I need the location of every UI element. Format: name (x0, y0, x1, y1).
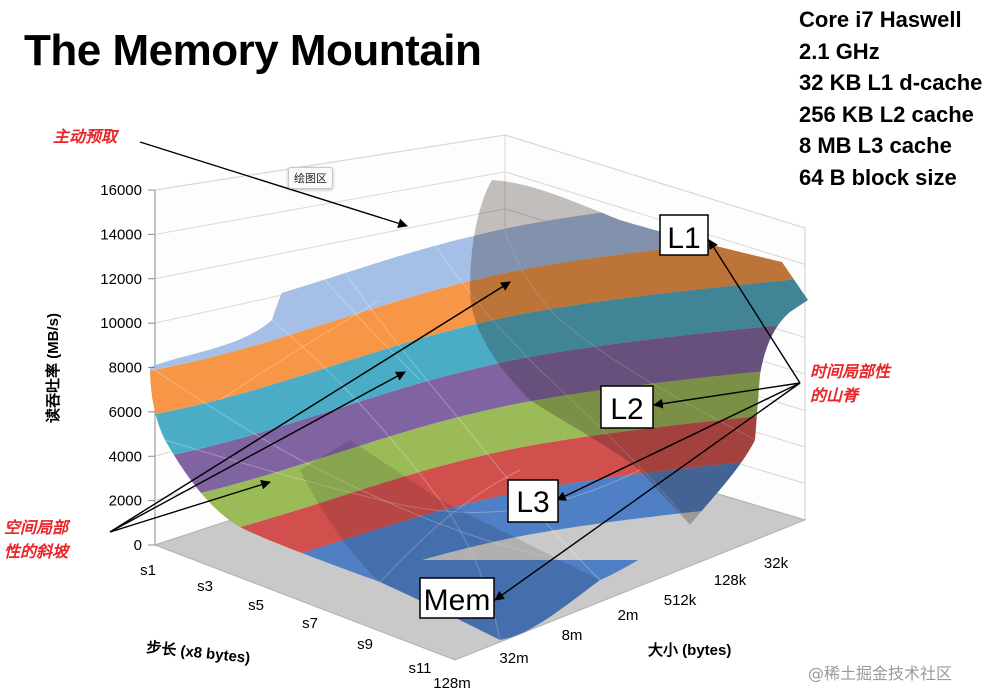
level-label-text: L2 (610, 393, 643, 426)
slide-title: The Memory Mountain (24, 26, 482, 75)
spec-line: 32 KB L1 d-cache (799, 70, 983, 95)
level-label-l3: L3 (507, 479, 559, 523)
watermark: @稀土掘金技术社区 (808, 664, 953, 683)
size-tick: 128m (433, 675, 471, 692)
spatial-annotation-line1: 空间局部 (4, 518, 71, 537)
size-tick: 32k (764, 555, 789, 572)
stride-tick: s5 (248, 597, 264, 614)
level-label-text: Mem (424, 584, 491, 617)
stride-tick: s11 (408, 660, 431, 677)
surface-facet (219, 299, 381, 401)
spatial-annotation-line2: 性的斜坡 (4, 542, 71, 561)
elevation-band (150, 317, 808, 512)
plot-area-tooltip: 绘图区 (288, 167, 333, 189)
level-label-l1: L1 (659, 214, 709, 256)
size-tick: 512k (664, 592, 697, 609)
annotation-arrows (109, 141, 801, 601)
stride-tick: s9 (357, 636, 373, 653)
temporal-annotation-line2: 的山脊 (810, 386, 860, 405)
prefetch-annotation: 主动预取 (53, 127, 120, 146)
size-tick: 8m (562, 627, 583, 644)
stride-axis: s1 s3 s5 s7 s9 s11 (140, 562, 431, 677)
spec-line: Core i7 Haswell (799, 7, 962, 32)
stride-tick: s7 (302, 615, 318, 632)
y-axis: 0 2000 4000 6000 8000 10000 12000 14000 16000 (100, 182, 155, 554)
y-tick: 4000 (109, 448, 142, 465)
level-label-l2: L2 (600, 385, 654, 429)
elevation-band (150, 228, 808, 424)
spec-line: 8 MB L3 cache (799, 133, 952, 158)
grid-line (154, 134, 806, 229)
stride-axis-label: 步长 (x8 bytes) (146, 638, 252, 667)
y-tick: 6000 (109, 404, 142, 421)
level-label-text: L3 (516, 486, 549, 519)
elevation-band (150, 361, 808, 557)
surface-facet (299, 249, 421, 381)
y-tick: 10000 (100, 315, 142, 332)
spec-line: 256 KB L2 cache (799, 101, 974, 127)
level-label-text: L1 (667, 222, 700, 255)
y-axis-label: 读吞吐率 (MB/s) (44, 313, 62, 423)
size-tick: 128k (714, 572, 747, 589)
surface-facet (419, 221, 691, 526)
size-axis-label: 大小 (bytes) (648, 641, 731, 659)
y-tick: 8000 (109, 360, 142, 377)
y-tick: 16000 (100, 182, 142, 199)
y-tick: 14000 (100, 226, 142, 243)
y-tick: 12000 (100, 271, 142, 288)
surface-facet (379, 469, 521, 583)
stride-tick: s1 (140, 562, 156, 579)
surface-facet (324, 239, 601, 581)
temporal-annotation-line1: 时间局部性 (810, 362, 892, 381)
size-axis: 32k 128k 512k 2m 8m 32m 128m (433, 555, 788, 692)
cpu-specs: Core i7 Haswell 2.1 GHz 32 KB L1 d-cache… (799, 4, 982, 193)
y-tick: 2000 (109, 493, 142, 510)
level-label-mem: Mem (419, 577, 495, 619)
front-slope-shadow (300, 440, 600, 640)
surface-facet (491, 180, 756, 441)
ridge-shadow (470, 180, 808, 525)
y-tick: 0 (134, 537, 142, 554)
size-tick: 2m (618, 607, 639, 624)
stride-tick: s3 (197, 578, 213, 595)
surface-facet (150, 366, 561, 561)
spec-line: 64 B block size (799, 164, 957, 190)
spec-line: 2.1 GHz (799, 38, 880, 64)
size-tick: 32m (499, 650, 528, 667)
